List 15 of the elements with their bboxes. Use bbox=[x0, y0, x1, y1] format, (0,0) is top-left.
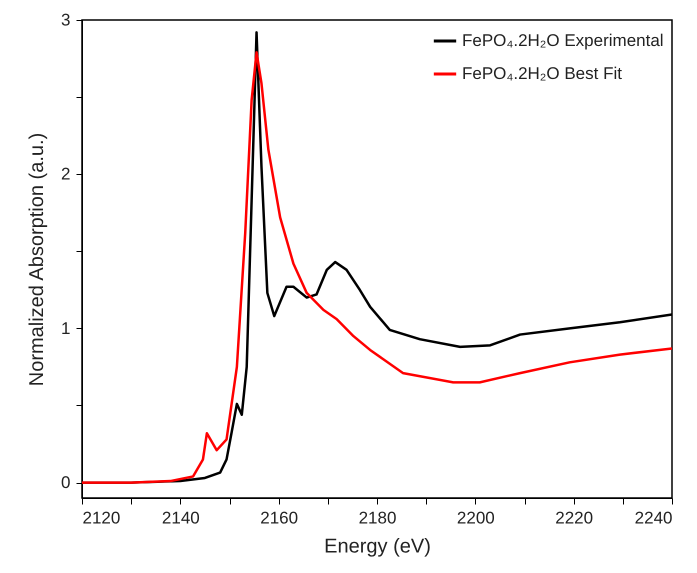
x-axis-title: Energy (eV) bbox=[324, 536, 431, 558]
x-tick-label: 2200 bbox=[456, 508, 495, 528]
y-tick-label: 2 bbox=[61, 164, 70, 184]
x-tick-label: 2140 bbox=[162, 508, 200, 528]
y-tick-label: 1 bbox=[61, 318, 70, 338]
legend-label: FePO₄.2H₂O Best Fit bbox=[462, 64, 622, 83]
x-tick-label: 2160 bbox=[260, 508, 298, 528]
x-tick-label: 2120 bbox=[82, 508, 120, 528]
y-tick-label: 3 bbox=[61, 10, 70, 30]
x-tick-label: 2220 bbox=[555, 508, 594, 528]
x-tick-label: 2180 bbox=[358, 508, 396, 528]
y-tick-label: 0 bbox=[61, 473, 70, 492]
legend-label: FePO₄.2H₂O Experimental bbox=[462, 31, 664, 50]
x-tick-label: 2240 bbox=[634, 508, 672, 528]
y-axis-title: Normalized Absorption (a.u.) bbox=[26, 132, 48, 386]
